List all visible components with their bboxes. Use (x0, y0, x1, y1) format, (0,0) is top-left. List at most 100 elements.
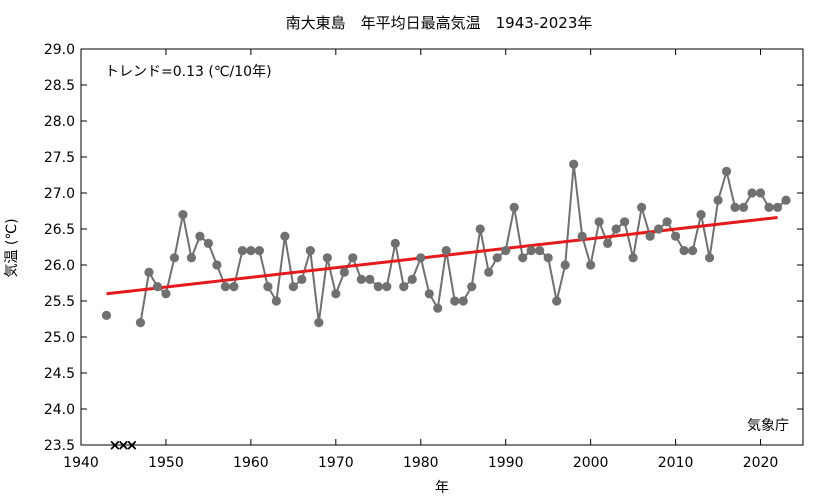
data-points (101, 159, 791, 328)
data-point (161, 289, 171, 299)
y-tick-label: 27.0 (44, 186, 75, 202)
y-tick-label: 26.5 (44, 222, 75, 238)
data-point (696, 210, 706, 220)
data-point (747, 188, 757, 198)
y-tick-label: 24.5 (44, 366, 75, 382)
data-point (738, 202, 749, 212)
data-point (178, 210, 188, 220)
x-tick-label: 2000 (573, 455, 609, 471)
x-tick-label: 1950 (148, 455, 184, 471)
data-point (348, 253, 358, 263)
x-tick-label: 1970 (318, 455, 354, 471)
data-point (229, 282, 239, 292)
data-point (339, 267, 349, 277)
trend-layer (106, 215, 778, 296)
data-point (237, 246, 247, 256)
data-point (416, 253, 426, 263)
data-point (186, 253, 197, 263)
x-tick-label: 1960 (233, 455, 269, 471)
data-point (501, 246, 511, 256)
data-point (654, 224, 664, 234)
data-point (424, 289, 434, 299)
data-point (365, 274, 375, 284)
data-point (407, 274, 417, 284)
data-point (135, 318, 146, 328)
data-point (305, 246, 315, 256)
missing-year-marker: × (126, 436, 139, 454)
data-point (212, 260, 222, 270)
data-point (169, 253, 180, 263)
missing-year-marker: × (109, 436, 122, 454)
y-tick-label: 26.0 (44, 258, 75, 274)
x-axis-label: 年 (435, 480, 449, 496)
data-point (280, 231, 290, 241)
data-point (441, 246, 451, 256)
data-point (594, 217, 604, 227)
chart-title: 南大東島 年平均日最高気温 1943-2023年 (286, 14, 593, 32)
data-point (203, 238, 214, 248)
y-tick-label: 24.0 (44, 402, 75, 418)
data-point (101, 310, 112, 320)
data-point (781, 195, 791, 205)
data-point (662, 217, 672, 227)
data-point (721, 166, 732, 176)
data-point (586, 260, 596, 270)
data-point (764, 202, 774, 212)
data-point (535, 246, 545, 256)
data-point (611, 224, 621, 234)
data-point (246, 246, 256, 256)
data-point (484, 267, 494, 277)
data-point (271, 296, 281, 306)
data-point (450, 296, 460, 306)
data-point (620, 217, 630, 227)
data-point (577, 231, 587, 241)
data-point (458, 296, 468, 306)
x-tick-label: 1990 (488, 455, 524, 471)
data-point (637, 202, 647, 212)
data-point (645, 231, 655, 241)
x-tick-label: 1940 (63, 455, 99, 471)
data-point (603, 238, 613, 248)
y-tick-label: 25.0 (44, 330, 75, 346)
data-point (518, 253, 528, 263)
data-point (390, 238, 400, 248)
data-point (552, 296, 562, 306)
y-axis-label: 気温 (℃) (4, 218, 20, 277)
data-point (382, 282, 392, 292)
x-tick-label: 2020 (743, 455, 779, 471)
data-point (509, 202, 519, 212)
data-point (569, 159, 579, 169)
trend-annotation: トレンド=0.13 (℃/10年) (105, 64, 272, 80)
y-tick-label: 29.0 (44, 42, 75, 58)
data-point (288, 282, 298, 292)
data-point (543, 253, 553, 263)
source-annotation: 気象庁 (747, 418, 789, 434)
data-point (560, 260, 570, 270)
data-point (772, 202, 783, 212)
y-tick-label: 27.5 (44, 150, 75, 166)
data-point (220, 282, 230, 292)
data-point (144, 267, 154, 277)
data-point (433, 303, 443, 313)
data-point (492, 253, 502, 263)
y-axis: 23.5 24.0 24.5 25.0 25.5 26.0 26.5 27.0 27.5 28.0… (44, 42, 803, 454)
data-point (628, 253, 638, 263)
data-point (730, 202, 740, 212)
data-point (314, 318, 324, 328)
data-point (152, 282, 163, 292)
data-point (679, 246, 689, 256)
x-tick-label: 1980 (403, 455, 439, 471)
data-point (713, 195, 723, 205)
data-point (467, 282, 477, 292)
x-axis: 1940 1950 1960 1970 1980 1990 2000 2010 2020 (63, 49, 778, 471)
data-point (475, 224, 485, 234)
missing-year-marker: × (117, 436, 130, 454)
data-point (526, 246, 536, 256)
data-point (195, 231, 205, 241)
data-point (373, 282, 383, 292)
data-point (322, 253, 332, 263)
y-tick-label: 28.0 (44, 114, 75, 130)
data-point (331, 289, 341, 299)
y-tick-label: 25.5 (44, 294, 75, 310)
